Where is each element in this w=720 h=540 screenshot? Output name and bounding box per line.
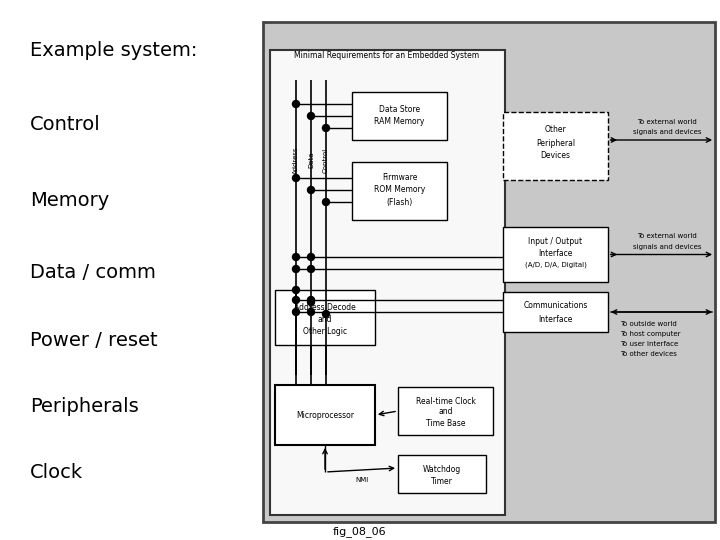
Circle shape	[323, 125, 330, 132]
Text: Microprocessor: Microprocessor	[296, 410, 354, 420]
Text: To user Interface: To user Interface	[620, 341, 678, 347]
Text: fig_08_06: fig_08_06	[333, 526, 387, 537]
Text: Interface: Interface	[539, 314, 572, 323]
Circle shape	[292, 296, 300, 303]
Text: NMI: NMI	[355, 477, 368, 483]
Bar	[263, 22, 715, 522]
Text: Clock: Clock	[30, 462, 83, 482]
Text: Other: Other	[544, 125, 567, 134]
Text: To outside world: To outside world	[620, 321, 677, 327]
Text: signals and devices: signals and devices	[633, 129, 701, 135]
Text: To host computer: To host computer	[620, 331, 680, 337]
Text: Data / comm: Data / comm	[30, 262, 156, 281]
Bar	[503, 112, 608, 180]
Text: (Flash): (Flash)	[387, 198, 413, 206]
Circle shape	[307, 253, 315, 260]
Text: (A/D, D/A, Digital): (A/D, D/A, Digital)	[525, 262, 586, 268]
Circle shape	[292, 308, 300, 315]
Text: Control: Control	[323, 147, 329, 173]
Circle shape	[307, 112, 315, 119]
Text: Communications: Communications	[523, 301, 588, 310]
Text: Data: Data	[308, 152, 314, 168]
Text: RAM Memory: RAM Memory	[374, 118, 425, 126]
Bar	[503, 227, 608, 282]
Text: Devices: Devices	[541, 152, 570, 160]
Circle shape	[292, 253, 300, 260]
Text: Peripherals: Peripherals	[30, 397, 139, 416]
Text: Timer: Timer	[431, 476, 453, 485]
Circle shape	[292, 100, 300, 107]
Text: signals and devices: signals and devices	[633, 244, 701, 249]
Text: To external world: To external world	[637, 119, 697, 125]
Text: Power / reset: Power / reset	[30, 330, 158, 349]
Text: Data Store: Data Store	[379, 105, 420, 114]
Text: and: and	[318, 314, 332, 323]
Text: To external world: To external world	[637, 233, 697, 240]
Circle shape	[292, 266, 300, 273]
Text: and: and	[438, 408, 453, 416]
Circle shape	[292, 174, 300, 181]
Text: Firmware: Firmware	[382, 173, 417, 183]
Text: Input / Output: Input / Output	[528, 237, 582, 246]
Circle shape	[307, 299, 315, 306]
Bar	[398, 387, 493, 435]
Circle shape	[307, 266, 315, 273]
Text: Watchdog: Watchdog	[423, 464, 461, 474]
Text: Address Decode: Address Decode	[294, 302, 356, 312]
Bar	[503, 292, 608, 332]
Circle shape	[307, 308, 315, 315]
Text: Address: Address	[293, 146, 299, 174]
Text: Other Logic: Other Logic	[303, 327, 347, 335]
Bar	[275, 385, 375, 445]
Text: Minimal Requirements for an Embedded System: Minimal Requirements for an Embedded Sys…	[294, 51, 480, 60]
Text: Peripheral: Peripheral	[536, 138, 575, 147]
Text: Control: Control	[30, 116, 101, 134]
Bar	[352, 162, 447, 220]
Bar	[275, 290, 375, 345]
Text: Interface: Interface	[539, 248, 572, 258]
Bar	[398, 455, 486, 493]
Bar	[270, 50, 505, 515]
Circle shape	[307, 296, 315, 303]
Circle shape	[323, 310, 330, 318]
Bar	[352, 92, 447, 140]
Text: Real-time Clock: Real-time Clock	[415, 396, 475, 406]
Circle shape	[292, 287, 300, 294]
Text: To other devices: To other devices	[620, 351, 677, 357]
Text: Memory: Memory	[30, 191, 109, 210]
Text: ROM Memory: ROM Memory	[374, 186, 425, 194]
Circle shape	[323, 199, 330, 206]
Text: Time Base: Time Base	[426, 418, 465, 428]
Circle shape	[307, 186, 315, 193]
Text: Example system:: Example system:	[30, 40, 197, 59]
